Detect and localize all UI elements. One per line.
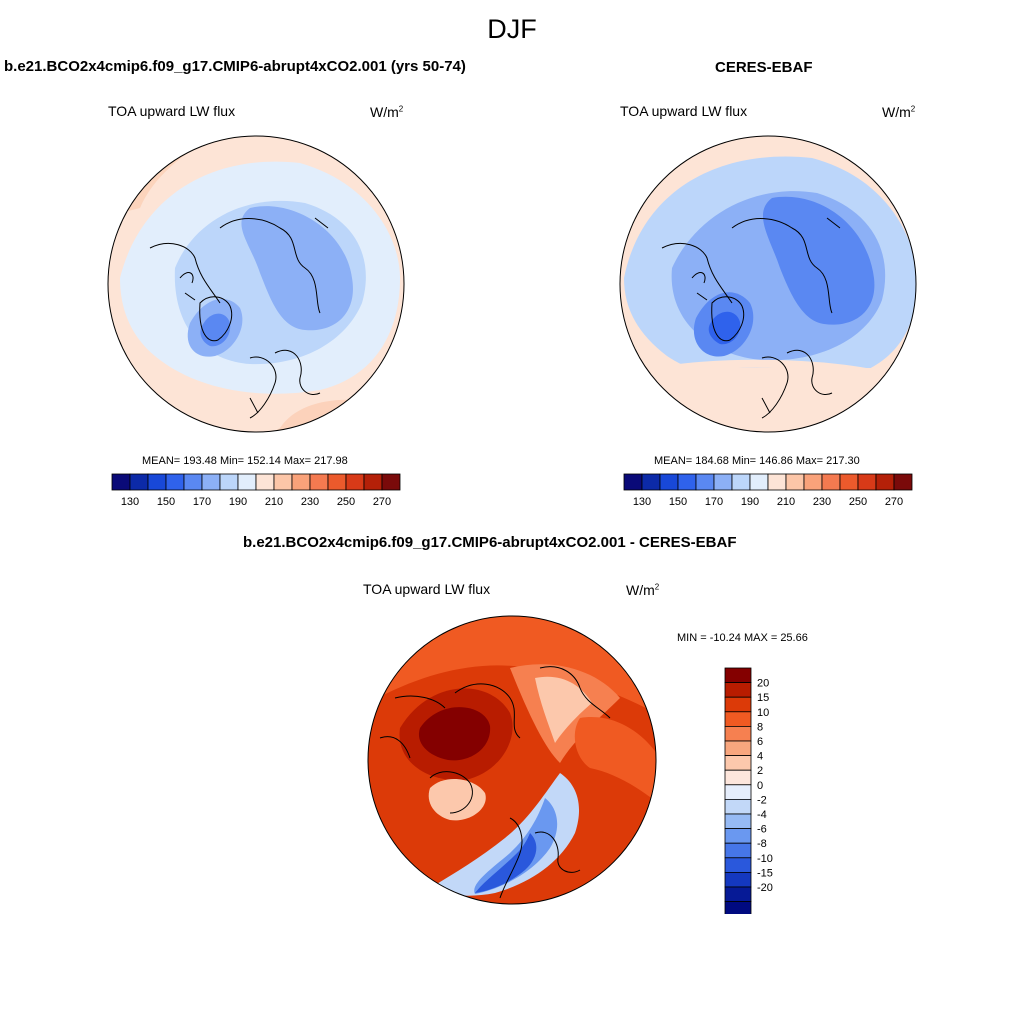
diff-units: W/m2 bbox=[626, 582, 660, 598]
colorbar-box bbox=[237, 473, 257, 491]
colorbar-tick-label: 4 bbox=[757, 751, 763, 763]
colorbar-box bbox=[641, 473, 661, 491]
colorbar-box bbox=[345, 473, 365, 491]
colorbar-box bbox=[724, 740, 752, 757]
colorbar-tick-label: 130 bbox=[633, 496, 651, 508]
colorbar-box bbox=[839, 473, 859, 491]
colorbar-box bbox=[724, 726, 752, 742]
colorbar-box bbox=[381, 473, 401, 491]
colorbar-box bbox=[749, 473, 769, 491]
colorbar-box bbox=[767, 473, 787, 491]
colorbar-box bbox=[731, 473, 751, 491]
colorbar-box bbox=[183, 473, 203, 491]
obs-units: W/m2 bbox=[882, 104, 916, 120]
colorbar-box bbox=[147, 473, 167, 491]
colorbar-tick-label: 250 bbox=[337, 496, 355, 508]
colorbar-tick-label: 20 bbox=[757, 678, 769, 690]
colorbar-box bbox=[724, 871, 752, 888]
figure-title: DJF bbox=[487, 14, 537, 44]
colorbar-box bbox=[724, 886, 752, 903]
colorbar-box bbox=[623, 473, 643, 491]
diff-stats: MIN = -10.24 MAX = 25.66 bbox=[677, 632, 808, 644]
colorbar-box bbox=[713, 473, 733, 491]
model-polar-map bbox=[107, 135, 405, 433]
colorbar-tick-label: 250 bbox=[849, 496, 867, 508]
colorbar-tick-label: 15 bbox=[757, 692, 769, 704]
obs-stats: MEAN= 184.68 Min= 146.86 Max= 217.30 bbox=[654, 455, 860, 467]
colorbar-tick-label: 150 bbox=[669, 496, 687, 508]
colorbar-box bbox=[785, 473, 805, 491]
colorbar-box bbox=[857, 473, 877, 491]
colorbar-tick-label: -6 bbox=[757, 824, 767, 836]
model-variable-label: TOA upward LW flux bbox=[108, 103, 236, 119]
colorbar-box bbox=[111, 473, 131, 491]
colorbar-box bbox=[129, 473, 149, 491]
colorbar-tick-label: -15 bbox=[757, 867, 773, 879]
model-units: W/m2 bbox=[370, 104, 404, 120]
colorbar-box bbox=[724, 798, 752, 815]
diff-variable-label: TOA upward LW flux bbox=[363, 581, 491, 597]
colorbar-box bbox=[724, 857, 752, 873]
colorbar-box bbox=[165, 473, 185, 491]
colorbar-box bbox=[724, 682, 752, 698]
obs-polar-map bbox=[619, 135, 917, 433]
colorbar-box bbox=[724, 842, 752, 859]
obs-colorbar: 130 150 170 190 210 230 250 270 bbox=[623, 473, 913, 508]
colorbar-box bbox=[724, 711, 752, 727]
diff-panel-title: b.e21.BCO2x4cmip6.f09_g17.CMIP6-abrupt4x… bbox=[243, 534, 737, 551]
colorbar-box bbox=[363, 473, 383, 491]
colorbar-box bbox=[677, 473, 697, 491]
model-panel-title: b.e21.BCO2x4cmip6.f09_g17.CMIP6-abrupt4x… bbox=[4, 58, 466, 75]
colorbar-tick-label: 6 bbox=[757, 736, 763, 748]
colorbar-tick-label: 270 bbox=[885, 496, 903, 508]
colorbar-box bbox=[724, 667, 752, 684]
colorbar-tick-label: 190 bbox=[741, 496, 759, 508]
colorbar-tick-label: 190 bbox=[229, 496, 247, 508]
colorbar-box bbox=[724, 901, 752, 914]
colorbar-tick-label: 270 bbox=[373, 496, 391, 508]
colorbar-tick-label: 210 bbox=[777, 496, 795, 508]
colorbar-box bbox=[724, 769, 752, 786]
colorbar-box bbox=[893, 473, 913, 491]
colorbar-box bbox=[327, 473, 347, 491]
obs-panel-title: CERES-EBAF bbox=[715, 59, 813, 76]
colorbar-box bbox=[695, 473, 715, 491]
colorbar-box bbox=[201, 473, 221, 491]
colorbar-tick-label: 210 bbox=[265, 496, 283, 508]
colorbar-box bbox=[724, 784, 752, 800]
colorbar-box bbox=[803, 473, 823, 491]
colorbar-tick-label: 150 bbox=[157, 496, 175, 508]
colorbar-box bbox=[219, 473, 239, 491]
colorbar-tick-label: 130 bbox=[121, 496, 139, 508]
colorbar-tick-label: 2 bbox=[757, 765, 763, 777]
model-colorbar: 130 150 170 190 210 230 250 270 bbox=[111, 473, 401, 508]
colorbar-tick-label: -10 bbox=[757, 853, 773, 865]
colorbar-box bbox=[724, 696, 752, 713]
colorbar-box bbox=[291, 473, 311, 491]
colorbar-tick-label: 170 bbox=[193, 496, 211, 508]
colorbar-box bbox=[659, 473, 679, 491]
colorbar-tick-label: 8 bbox=[757, 721, 763, 733]
diff-polar-map bbox=[367, 615, 657, 905]
colorbar-tick-label: 230 bbox=[301, 496, 319, 508]
obs-variable-label: TOA upward LW flux bbox=[620, 103, 748, 119]
colorbar-box bbox=[821, 473, 841, 491]
colorbar-box bbox=[875, 473, 895, 491]
colorbar-box bbox=[724, 813, 752, 830]
colorbar-box bbox=[255, 473, 275, 491]
colorbar-tick-label: 10 bbox=[757, 707, 769, 719]
colorbar-tick-label: 0 bbox=[757, 780, 763, 792]
colorbar-tick-label: 230 bbox=[813, 496, 831, 508]
colorbar-tick-label: -2 bbox=[757, 794, 767, 806]
colorbar-box bbox=[724, 828, 752, 844]
colorbar-tick-label: -8 bbox=[757, 838, 767, 850]
model-stats: MEAN= 193.48 Min= 152.14 Max= 217.98 bbox=[142, 455, 348, 467]
colorbar-tick-label: 170 bbox=[705, 496, 723, 508]
colorbar-tick-label: -20 bbox=[757, 882, 773, 894]
colorbar-box bbox=[273, 473, 293, 491]
colorbar-box bbox=[309, 473, 329, 491]
colorbar-tick-label: -4 bbox=[757, 809, 767, 821]
colorbar-box bbox=[724, 755, 752, 771]
